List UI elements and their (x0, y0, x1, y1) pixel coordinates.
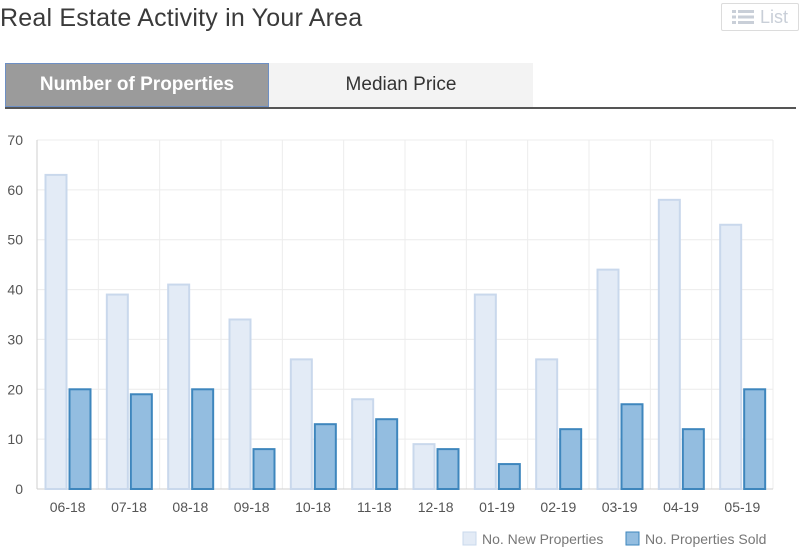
chart-bars (44, 173, 767, 491)
bar-properties-sold[interactable] (681, 428, 705, 490)
x-tick-label: 06-18 (50, 499, 86, 515)
x-tick-label: 04-19 (663, 499, 699, 515)
bar-new-properties[interactable] (596, 268, 620, 490)
chart-legend: No. New Properties No. Properties Sold (462, 531, 766, 547)
x-axis: 06-18 07-18 08-18 09-18 10-18 11-18 12-18 01-19… (50, 499, 761, 515)
page-title: Real Estate Activity in Your Area (0, 4, 363, 32)
y-tick-label: 0 (15, 481, 23, 497)
legend-swatch-new[interactable] (462, 531, 477, 546)
bar-properties-sold[interactable] (252, 448, 276, 491)
bar-properties-sold[interactable] (559, 428, 583, 490)
bar-new-properties[interactable] (228, 318, 252, 490)
bar-properties-sold[interactable] (620, 403, 644, 490)
bar-properties-sold[interactable] (375, 418, 399, 491)
bar-new-properties[interactable] (535, 358, 559, 490)
y-axis: 0 10 20 30 40 50 60 70 (7, 132, 23, 497)
bar-new-properties[interactable] (351, 398, 375, 490)
x-tick-label: 12-18 (418, 499, 454, 515)
x-tick-label: 08-18 (172, 499, 208, 515)
bar-new-properties[interactable] (657, 198, 681, 490)
list-view-button[interactable]: List (721, 3, 799, 31)
bar-new-properties[interactable] (167, 283, 191, 491)
bar-properties-sold[interactable] (68, 388, 92, 490)
x-tick-label: 02-19 (540, 499, 576, 515)
x-tick-label: 07-18 (111, 499, 147, 515)
x-tick-label: 03-19 (602, 499, 638, 515)
y-tick-label: 70 (7, 132, 23, 148)
bar-properties-sold[interactable] (497, 463, 521, 491)
bar-new-properties[interactable] (105, 293, 129, 490)
x-tick-label: 11-18 (357, 499, 392, 515)
y-tick-label: 10 (7, 431, 23, 447)
y-tick-label: 20 (7, 381, 23, 397)
list-button-label: List (759, 6, 788, 27)
legend-label-new[interactable]: No. New Properties (482, 531, 603, 547)
x-tick-label: 05-19 (724, 499, 760, 515)
legend-swatch-sold[interactable] (625, 531, 640, 546)
legend-label-sold[interactable]: No. Properties Sold (645, 531, 766, 547)
bar-properties-sold[interactable] (313, 423, 337, 490)
list-icon (731, 9, 754, 25)
tab-bar: Number of Properties Median Price (5, 63, 796, 109)
y-tick-label: 60 (7, 182, 23, 198)
bar-new-properties[interactable] (473, 293, 497, 490)
y-tick-label: 30 (7, 331, 23, 347)
bar-properties-sold[interactable] (436, 448, 460, 491)
bar-properties-sold[interactable] (743, 388, 767, 490)
y-tick-label: 40 (7, 282, 23, 298)
bar-new-properties[interactable] (719, 223, 743, 490)
bar-new-properties[interactable] (44, 173, 68, 490)
bar-properties-sold[interactable] (129, 393, 153, 490)
bar-new-properties[interactable] (289, 358, 313, 490)
y-tick-label: 50 (7, 232, 23, 248)
chart-grid (36, 139, 774, 490)
x-tick-label: 09-18 (234, 499, 270, 515)
x-tick-label: 10-18 (295, 499, 331, 515)
tab-median-price[interactable]: Median Price (269, 63, 533, 107)
bar-properties-sold[interactable] (191, 388, 215, 490)
x-tick-label: 01-19 (479, 499, 515, 515)
tab-number-of-properties[interactable]: Number of Properties (5, 63, 269, 107)
bar-new-properties[interactable] (412, 443, 436, 490)
